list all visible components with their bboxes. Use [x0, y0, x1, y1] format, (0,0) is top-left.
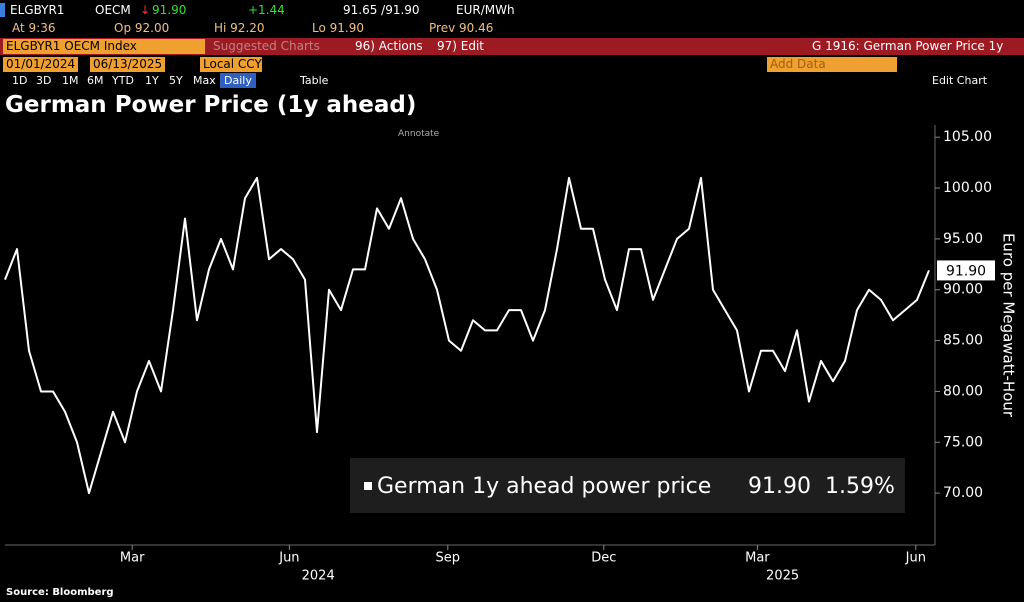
last-price: 91.90 — [152, 3, 187, 17]
add-data[interactable]: Add Data — [767, 57, 897, 72]
period-button[interactable]: YTD — [112, 74, 134, 87]
frequency[interactable]: Daily — [220, 73, 256, 88]
x-tick-label: Dec — [591, 551, 616, 566]
period-button[interactable]: 3D — [36, 74, 52, 87]
change: +1.44 — [248, 3, 285, 17]
y-tick-label: 80.00 — [943, 383, 983, 399]
x-tick-label: Sep — [436, 551, 461, 566]
end-date[interactable]: 06/13/2025 — [90, 57, 166, 72]
period-button[interactable]: Max — [193, 74, 216, 87]
annotate[interactable]: Annotate — [398, 129, 440, 139]
y-tick-label: 95.00 — [943, 231, 983, 247]
y-tick-label: 75.00 — [943, 434, 983, 450]
security[interactable]: ELGBYR1 OECM Index — [3, 39, 205, 54]
open: Op 92.00 — [114, 21, 170, 35]
legend-name: German 1y ahead power price — [377, 474, 711, 499]
bid-ask: 91.65 /91.90 — [343, 3, 420, 17]
legend-price: 91.90 — [748, 474, 811, 499]
down-arrow: ↓ — [140, 3, 151, 17]
y-axis-label: Euro per Megawatt-Hour — [1000, 233, 1018, 418]
suggested-charts[interactable]: Suggested Charts — [213, 39, 320, 53]
y-tick-label: 105.00 — [943, 129, 992, 145]
x-tick-label: Jun — [278, 551, 299, 566]
legend-box — [350, 458, 905, 513]
x-tick-label: Mar — [745, 551, 770, 566]
x-tick-label: Jun — [905, 551, 926, 566]
high: Hi 92.20 — [214, 21, 265, 35]
period-button[interactable]: 5Y — [169, 74, 183, 87]
legend-swatch — [364, 482, 372, 490]
chart-title: German Power Price (1y ahead) — [5, 92, 417, 118]
period-button[interactable]: 1Y — [145, 74, 159, 87]
y-tick-label: 100.00 — [943, 180, 992, 196]
period-button[interactable]: 1M — [62, 74, 79, 87]
x-tick-label: Mar — [120, 551, 145, 566]
start-date[interactable]: 01/01/2024 — [3, 57, 79, 72]
table-button[interactable]: Table — [300, 74, 329, 87]
y-tick-label: 90.00 — [943, 282, 983, 298]
edit-chart[interactable]: Edit Chart — [932, 74, 988, 87]
ticker: ELGBYR1 — [10, 3, 65, 17]
year-label: 2024 — [302, 569, 335, 584]
year-label: 2025 — [766, 569, 799, 584]
currency[interactable]: Local CCY — [200, 57, 262, 72]
source: OECM — [95, 3, 131, 17]
source-note: Source: Bloomberg — [6, 587, 114, 598]
price-line — [4, 176, 930, 495]
chart-name: G 1916: German Power Price 1y — [812, 39, 1004, 53]
last-value-label: 91.90 — [946, 263, 986, 279]
y-tick-label: 70.00 — [943, 485, 983, 501]
low: Lo 91.90 — [312, 21, 364, 35]
actions-menu[interactable]: 96) Actions — [355, 39, 423, 53]
edit-menu[interactable]: 97) Edit — [437, 39, 485, 53]
time: At 9:36 — [12, 21, 56, 35]
prev: Prev 90.46 — [429, 21, 494, 35]
command-bar — [0, 38, 1024, 55]
ticker-mark — [0, 3, 5, 17]
period-button[interactable]: 1D — [12, 74, 28, 87]
period-button[interactable]: 6M — [87, 74, 104, 87]
unit: EUR/MWh — [456, 3, 515, 17]
last-value-tag — [937, 260, 995, 281]
y-tick-label: 85.00 — [943, 333, 983, 349]
legend-change: 1.59% — [825, 474, 895, 499]
